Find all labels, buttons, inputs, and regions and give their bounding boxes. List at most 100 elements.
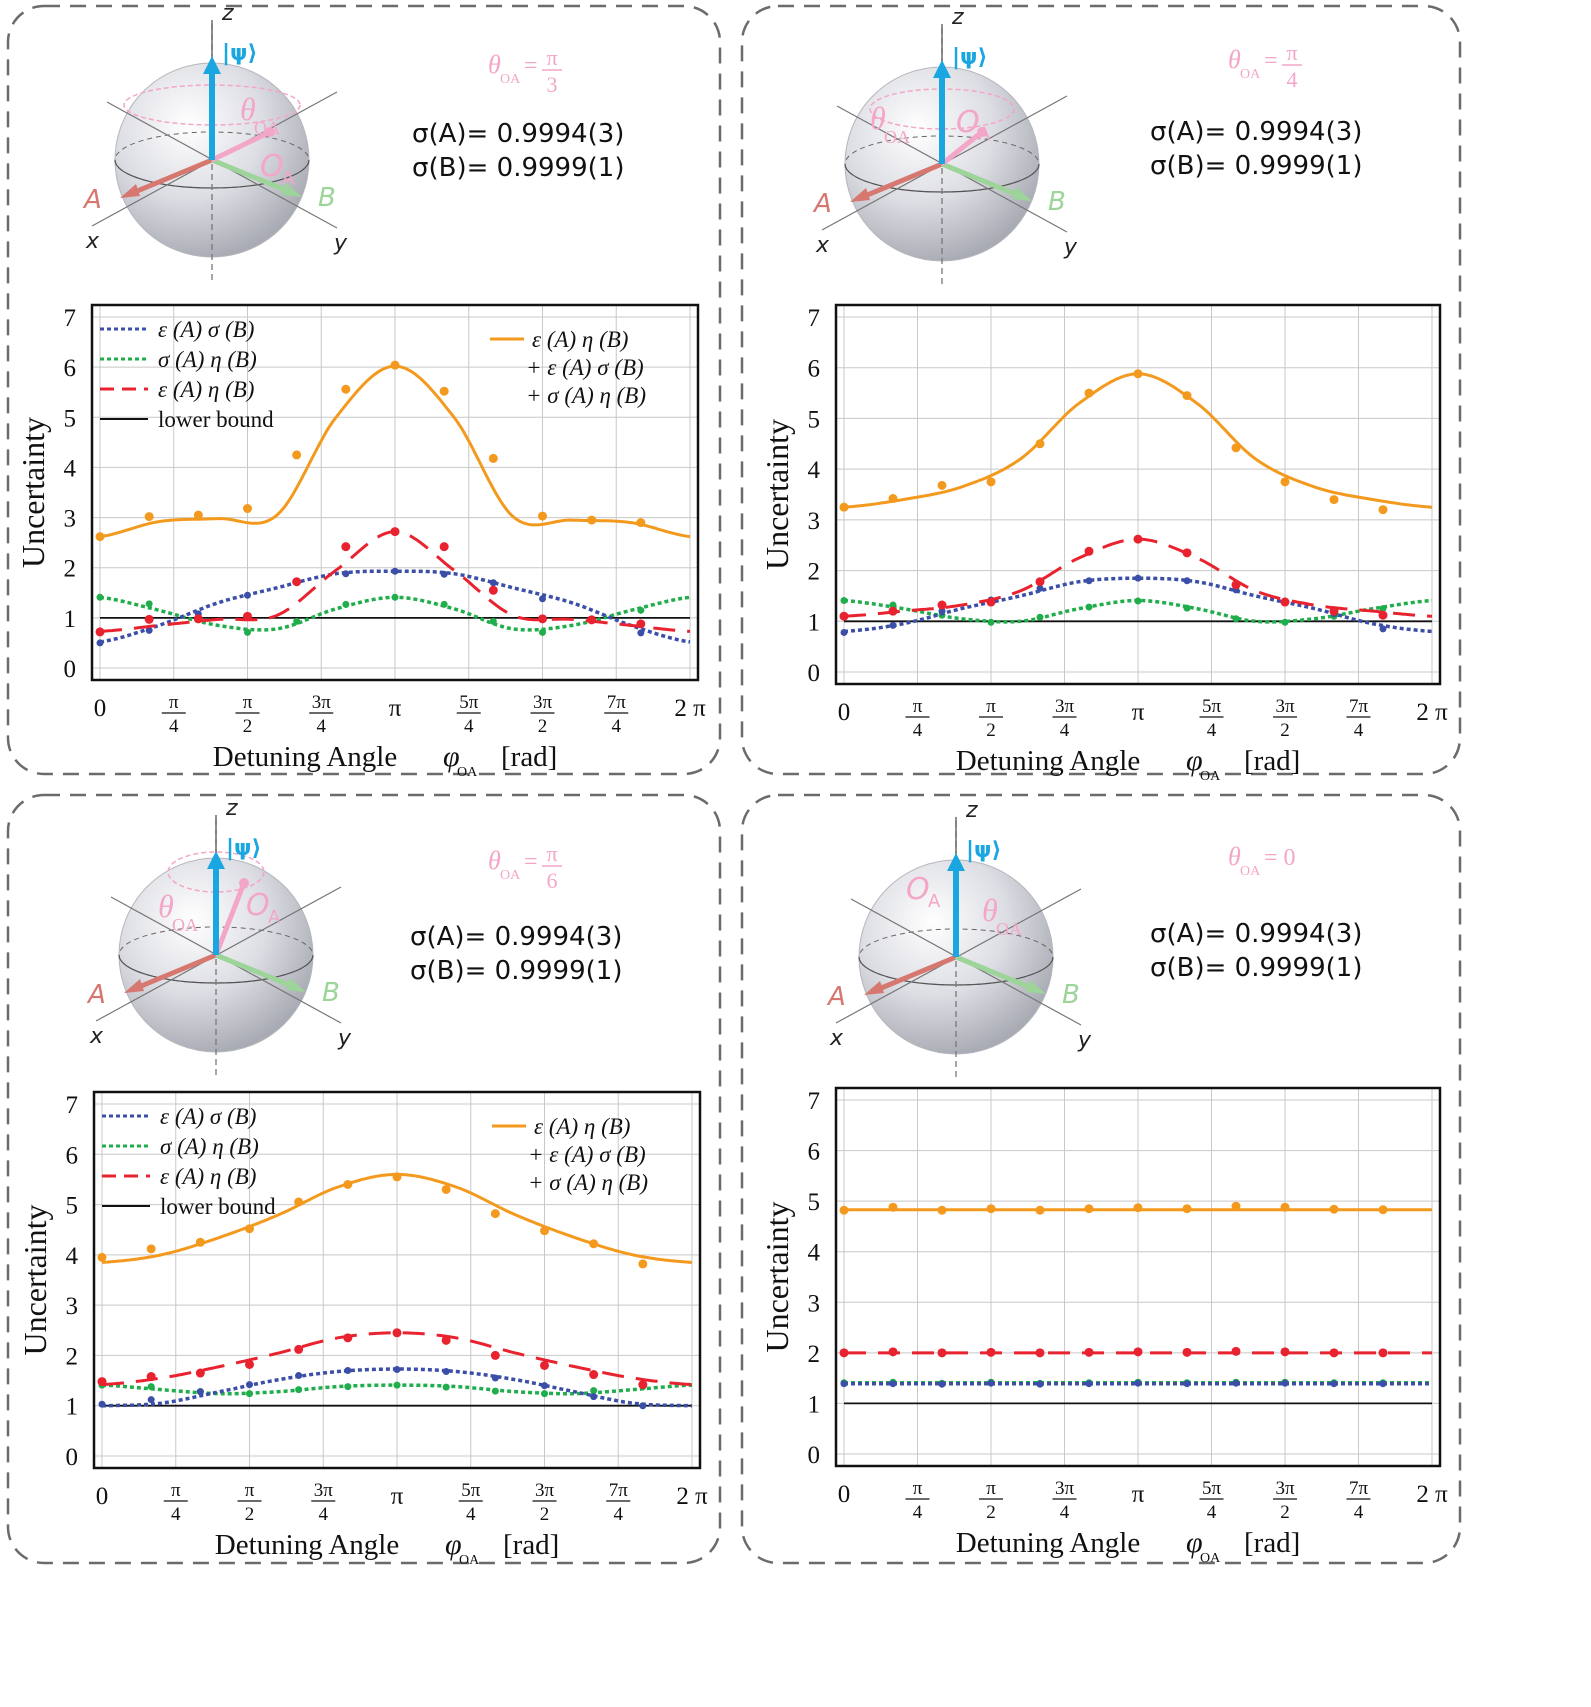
O-sub-label: A bbox=[978, 124, 991, 145]
data-point-blue bbox=[147, 1396, 155, 1404]
x-tick-denominator: 2 bbox=[245, 1504, 255, 1525]
x-axis-title-text: Detuning Angle bbox=[213, 741, 397, 773]
theta-label: θ bbox=[982, 892, 998, 928]
theta-equals: = bbox=[524, 53, 538, 79]
y-tick-label: 1 bbox=[64, 606, 77, 633]
data-point-red bbox=[538, 614, 547, 624]
data-point-red bbox=[343, 1333, 353, 1343]
data-point-blue bbox=[342, 570, 350, 578]
sigma-A-text: σ(A)= 0.9994(3) bbox=[1150, 919, 1362, 949]
y-tick-label: 6 bbox=[808, 356, 821, 383]
legend-label-orange-1: ε (A) η (B) bbox=[532, 327, 628, 352]
A-label: A bbox=[812, 189, 832, 219]
data-point-orange bbox=[1231, 1201, 1241, 1211]
data-point-red bbox=[986, 597, 996, 607]
data-point-orange bbox=[1084, 1204, 1094, 1214]
data-point-blue bbox=[440, 570, 448, 578]
data-point-red bbox=[292, 577, 302, 587]
data-point-blue bbox=[1281, 1379, 1289, 1387]
O-label: O bbox=[956, 105, 980, 140]
data-point-red bbox=[392, 1328, 402, 1338]
data-point-blue bbox=[393, 1366, 401, 1374]
sigma-A-text: σ(A)= 0.9994(3) bbox=[412, 119, 624, 149]
y-tick-label: 7 bbox=[808, 305, 821, 332]
y-tick-label: 3 bbox=[64, 506, 77, 533]
data-point-orange bbox=[1329, 1204, 1339, 1214]
data-point-orange bbox=[538, 511, 547, 521]
data-point-green bbox=[293, 617, 301, 625]
y-tick-label: 0 bbox=[808, 1442, 821, 1469]
theta-equals: = 0 bbox=[1264, 845, 1296, 871]
x-tick-denominator: 4 bbox=[171, 1504, 181, 1525]
B-arrow bbox=[215, 952, 295, 990]
plot-area: 0 1 2 3 4 5 6 7 0 π 4 π 2 3π 4 π 5π 4 3π 2 7π 4 2 π Detuning An… bbox=[15, 303, 706, 780]
data-point-orange bbox=[839, 502, 849, 512]
y-tick-label: 6 bbox=[808, 1139, 821, 1166]
psi-arrowhead bbox=[207, 851, 225, 869]
data-point-green bbox=[442, 1383, 450, 1391]
B-label: B bbox=[1062, 980, 1080, 1010]
x-tick-numerator: 5π bbox=[1202, 696, 1222, 717]
theta-subscript: OA bbox=[1240, 864, 1261, 879]
x-axis-title: Detuning Angle φOA [rad] bbox=[956, 744, 1301, 784]
x-tick-denominator: 4 bbox=[913, 720, 923, 741]
y-tick-label: 7 bbox=[64, 305, 77, 332]
B-arrow bbox=[211, 157, 291, 195]
data-point-green bbox=[491, 1387, 499, 1395]
x-tick-denominator: 2 bbox=[540, 1504, 550, 1525]
y-tick-label: 6 bbox=[66, 1142, 79, 1169]
y-tick-label: 7 bbox=[808, 1088, 821, 1115]
y-tick-label: 3 bbox=[808, 508, 821, 535]
x-axis-title: Detuning Angle φOA [rad] bbox=[956, 1526, 1301, 1566]
theta-denominator: 6 bbox=[547, 868, 558, 893]
y-tick-label: 2 bbox=[66, 1343, 79, 1370]
data-point-green bbox=[147, 1383, 155, 1391]
B-arrow bbox=[941, 161, 1021, 199]
x-axis-unit: [rad] bbox=[1244, 745, 1300, 777]
data-point-blue bbox=[1036, 1380, 1044, 1388]
x-tick-numerator: 3π bbox=[1275, 1478, 1295, 1499]
y-label: y bbox=[1077, 1028, 1092, 1053]
x-tick-label: π bbox=[1132, 699, 1145, 726]
theta-sub-label: OA bbox=[172, 915, 198, 935]
data-point-blue bbox=[96, 639, 104, 647]
sigma-B-text: σ(B)= 0.9999(1) bbox=[1150, 151, 1362, 181]
data-point-red bbox=[937, 600, 947, 610]
data-point-orange bbox=[587, 515, 597, 525]
x-tick-numerator: 3π bbox=[1275, 696, 1295, 717]
x-tick-label: 2 π bbox=[674, 695, 706, 722]
series-line-blue bbox=[99, 569, 691, 644]
OA-arrow bbox=[213, 882, 247, 956]
x-tick-numerator: 3π bbox=[1055, 1478, 1075, 1499]
data-point-red bbox=[1182, 548, 1192, 558]
OA-arrow bbox=[940, 130, 984, 166]
O-sub-label: A bbox=[268, 907, 281, 928]
x-tick-numerator: π bbox=[986, 696, 996, 717]
z-label: z bbox=[225, 796, 238, 821]
x-tick-numerator: π bbox=[245, 1480, 255, 1501]
psi-arrowhead bbox=[933, 60, 951, 78]
x-tick-numerator: π bbox=[913, 696, 923, 717]
x-tick-numerator: 7π bbox=[1349, 1478, 1369, 1499]
data-point-orange bbox=[341, 384, 351, 394]
B-label: B bbox=[322, 978, 340, 1008]
data-point-green bbox=[96, 593, 104, 601]
data-point-orange bbox=[193, 510, 203, 520]
data-point-orange bbox=[144, 512, 154, 522]
y-label: y bbox=[333, 231, 348, 256]
A-arrow bbox=[129, 157, 213, 197]
data-point-green bbox=[1183, 604, 1191, 612]
x-label: x bbox=[829, 1026, 844, 1051]
data-point-orange bbox=[638, 1259, 648, 1269]
y-tick-label: 1 bbox=[66, 1394, 79, 1421]
data-point-red bbox=[1378, 610, 1388, 620]
data-point-orange bbox=[986, 1204, 996, 1214]
legend-label-red: ε (A) η (B) bbox=[160, 1164, 256, 1189]
OA-arrowhead bbox=[265, 127, 275, 137]
x-axis-title-text: Detuning Angle bbox=[956, 1527, 1140, 1559]
x-axis-phi: φ bbox=[445, 1528, 462, 1561]
B-arrowhead bbox=[282, 183, 302, 197]
y-axis-title: Uncertainty bbox=[15, 417, 51, 568]
